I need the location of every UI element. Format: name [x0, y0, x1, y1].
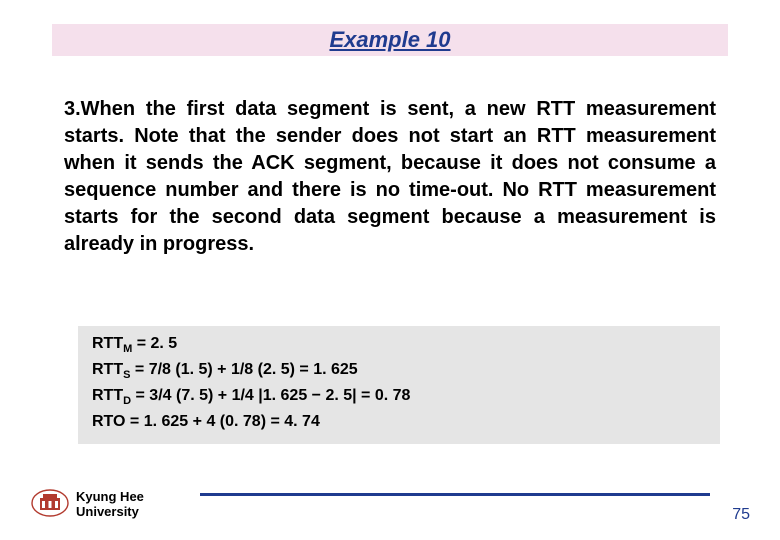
calc-line: RTTS = 7/8 (1. 5) + 1/8 (2. 5) = 1. 625: [92, 358, 706, 384]
calculation-box: RTTM = 2. 5 RTTS = 7/8 (1. 5) + 1/8 (2. …: [78, 326, 720, 444]
footer-divider: [200, 493, 710, 496]
calc-line: RTO = 1. 625 + 4 (0. 78) = 4. 74: [92, 410, 706, 433]
body-paragraph: 3.When the first data segment is sent, a…: [64, 96, 716, 258]
university-logo-icon: [30, 488, 70, 518]
calc-line: RTTM = 2. 5: [92, 332, 706, 358]
title-bar: Example 10: [52, 24, 728, 56]
university-name: Kyung Hee University: [76, 489, 144, 520]
footer: Kyung Hee University 75: [30, 476, 750, 520]
calc-line: RTTD = 3/4 (7. 5) + 1/4 |1. 625 − 2. 5| …: [92, 384, 706, 410]
slide-title: Example 10: [329, 27, 450, 53]
page-number: 75: [732, 506, 750, 524]
